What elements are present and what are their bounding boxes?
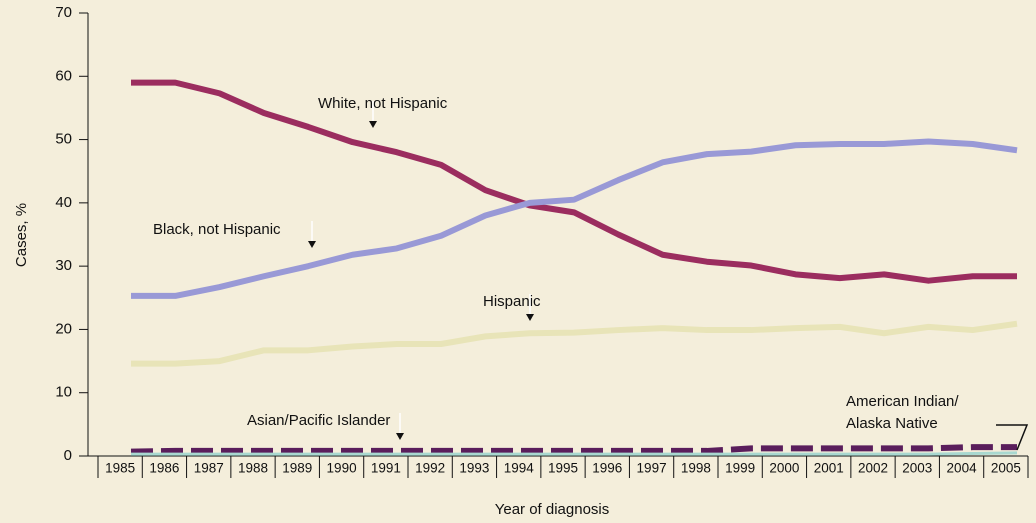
x-tick-label: 1993	[459, 461, 489, 476]
y-tick-label: 10	[55, 384, 72, 401]
x-axis-label: Year of diagnosis	[495, 501, 610, 518]
series-line	[131, 79, 1017, 284]
y-tick-label: 0	[64, 447, 72, 464]
x-tick-label: 1988	[238, 461, 268, 476]
x-tick-label: 1992	[415, 461, 445, 476]
x-tick-label: 2003	[902, 461, 932, 476]
series-label: Alaska Native	[846, 415, 938, 432]
series-line	[131, 451, 1018, 456]
x-tick-label: 1994	[504, 461, 535, 476]
x-tick-label: 1996	[592, 461, 622, 476]
x-tick-label: 1986	[149, 461, 179, 476]
y-tick-label: 40	[55, 194, 72, 211]
x-tick-label: 1991	[371, 461, 401, 476]
annotation-arrow	[308, 241, 316, 248]
y-axis-label: Cases, %	[13, 203, 30, 267]
annotation-arrow	[369, 121, 377, 128]
x-tick-label: 2002	[858, 461, 888, 476]
x-tick-label: 1990	[327, 461, 357, 476]
series-label: Asian/Pacific Islander	[247, 412, 390, 429]
x-tick-label: 1999	[725, 461, 755, 476]
series-label: American Indian/	[846, 393, 959, 410]
y-tick-label: 70	[55, 4, 72, 21]
annotation-bracket	[996, 424, 1029, 451]
x-tick-label: 2001	[814, 461, 844, 476]
annotation-arrow	[526, 314, 534, 321]
y-tick-label: 20	[55, 320, 72, 337]
x-tick-label: 2004	[947, 461, 978, 476]
x-tick-label: 1998	[681, 461, 711, 476]
series-label: Black, not Hispanic	[153, 221, 281, 238]
x-tick-label: 1995	[548, 461, 578, 476]
x-tick-label: 1987	[194, 461, 224, 476]
annotation-arrow	[396, 433, 404, 440]
x-tick-label: 1985	[105, 461, 135, 476]
series-label: White, not Hispanic	[318, 95, 448, 112]
series-label: Hispanic	[483, 293, 541, 310]
y-tick-label: 30	[55, 257, 72, 274]
series-line	[131, 138, 1018, 299]
x-tick-label: 2000	[769, 461, 799, 476]
series-line	[130, 444, 1017, 455]
series-line	[131, 320, 1018, 367]
y-tick-label: 50	[55, 131, 72, 148]
x-tick-label: 1989	[282, 461, 312, 476]
x-tick-label: 2005	[991, 461, 1021, 476]
y-tick-label: 60	[55, 67, 72, 84]
x-tick-label: 1997	[637, 461, 667, 476]
